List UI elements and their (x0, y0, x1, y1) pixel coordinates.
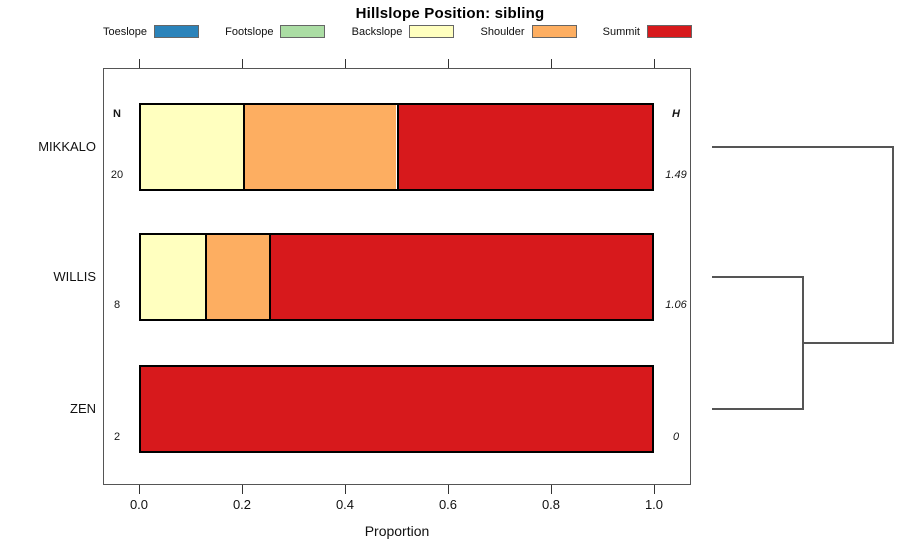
legend-item-toeslope: Toeslope (103, 25, 200, 38)
x-tick-label: 0.6 (438, 497, 458, 512)
dendrogram-line (712, 275, 804, 278)
x-tick-bottom (551, 485, 552, 494)
legend-swatch-summit (646, 25, 692, 38)
legend-swatch-shoulder (531, 25, 577, 38)
x-tick-label: 0.4 (335, 497, 355, 512)
legend-item-summit: Summit (603, 25, 692, 38)
dendrogram-line (712, 146, 893, 148)
x-tick-top (242, 59, 243, 68)
x-tick-label: 1.0 (644, 497, 664, 512)
x-tick-top (654, 59, 655, 68)
x-tick-top (345, 59, 346, 68)
legend-item-backslope: Backslope (352, 25, 455, 38)
dendrogram-line (802, 275, 805, 410)
legend-label-summit: Summit (602, 25, 640, 38)
legend-item-shoulder: Shoulder (481, 25, 577, 38)
x-tick-bottom (345, 485, 346, 494)
legend-swatch-footslope (280, 25, 326, 38)
legend-item-footslope: Footslope (225, 25, 326, 38)
x-tick-top (448, 59, 449, 68)
x-tick-label: 0.0 (129, 497, 149, 512)
chart-title: Hillslope Position: sibling (355, 5, 545, 22)
category-label-mikkalo: MIKKALO (38, 139, 96, 154)
x-tick-label: 0.2 (232, 497, 252, 512)
x-tick-label: 0.8 (541, 497, 561, 512)
plot-area (103, 68, 691, 485)
x-tick-bottom (654, 485, 655, 494)
legend-label-toeslope: Toeslope (103, 25, 148, 38)
category-label-willis: WILLIS (53, 268, 96, 284)
x-tick-top (551, 59, 552, 68)
x-tick-bottom (139, 485, 140, 494)
dendrogram-line (892, 146, 894, 344)
category-label-zen: ZEN (70, 400, 96, 416)
legend-label-shoulder: Shoulder (480, 25, 525, 38)
x-tick-bottom (448, 485, 449, 494)
x-axis-label: Proportion (364, 523, 430, 539)
legend-swatch-toeslope (154, 25, 200, 38)
x-tick-top (139, 59, 140, 68)
legend-swatch-backslope (409, 25, 455, 38)
dendrogram-line (803, 341, 893, 344)
x-tick-bottom (242, 485, 243, 494)
legend: Toeslope Footslope Backslope Shoulder Su… (103, 23, 692, 40)
dendrogram-line (712, 407, 804, 410)
legend-label-backslope: Backslope (351, 25, 403, 38)
legend-label-footslope: Footslope (225, 25, 274, 38)
